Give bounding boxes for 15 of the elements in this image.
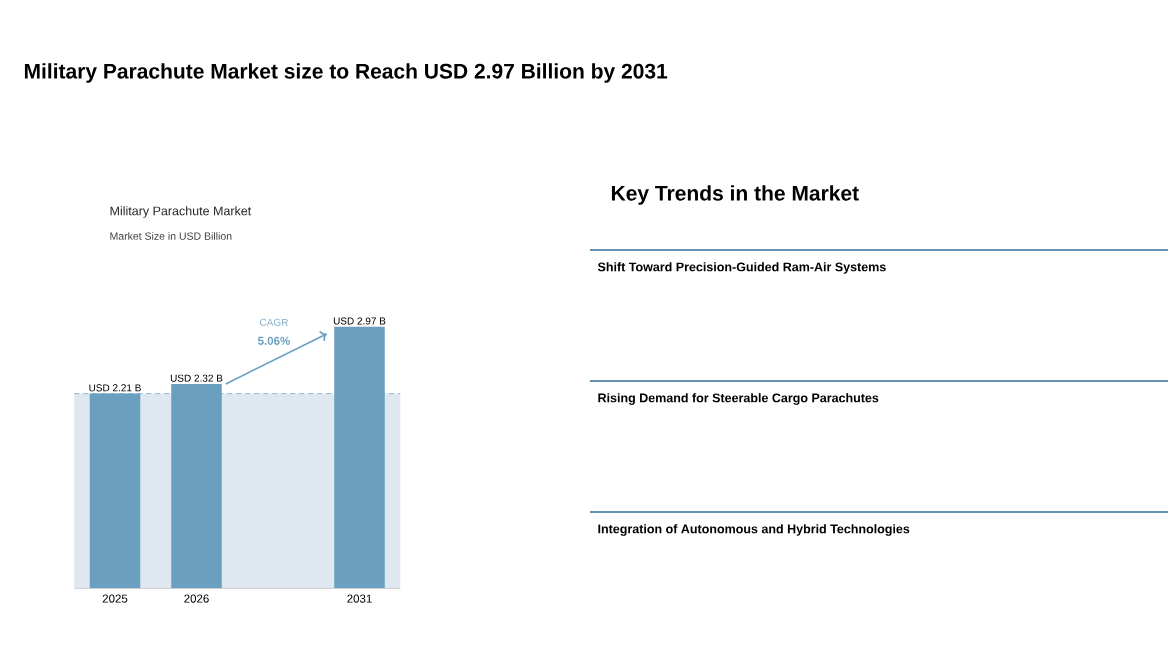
text: Shift Toward Precision-Guided Ram-Air Systems bbox=[597, 262, 886, 274]
text: Key Trends in the Market bbox=[611, 185, 859, 205]
x-tick-label: 2026 bbox=[184, 594, 209, 603]
x-tick-label: 2025 bbox=[102, 594, 128, 603]
text: Military Parachute Market size to Reach USD 2.97 Billion by 2031 bbox=[24, 63, 668, 83]
chart-title: Military Parachute Market bbox=[110, 206, 252, 218]
text: CAGR bbox=[259, 318, 288, 326]
x-tick-label: 2031 bbox=[347, 594, 372, 603]
chart-subtitle: Market Size in USD Billion bbox=[110, 232, 232, 240]
text: Rising Demand for Steerable Cargo Parachutes bbox=[598, 393, 879, 405]
data-label: USD 2.32 B bbox=[170, 374, 223, 382]
text: Integration of Autonomous and Hybrid Technologies bbox=[598, 524, 910, 536]
data-label: USD 2.21 B bbox=[89, 384, 141, 392]
annotation: 5.06% bbox=[257, 336, 290, 345]
data-label: USD 2.97 B bbox=[333, 317, 386, 325]
